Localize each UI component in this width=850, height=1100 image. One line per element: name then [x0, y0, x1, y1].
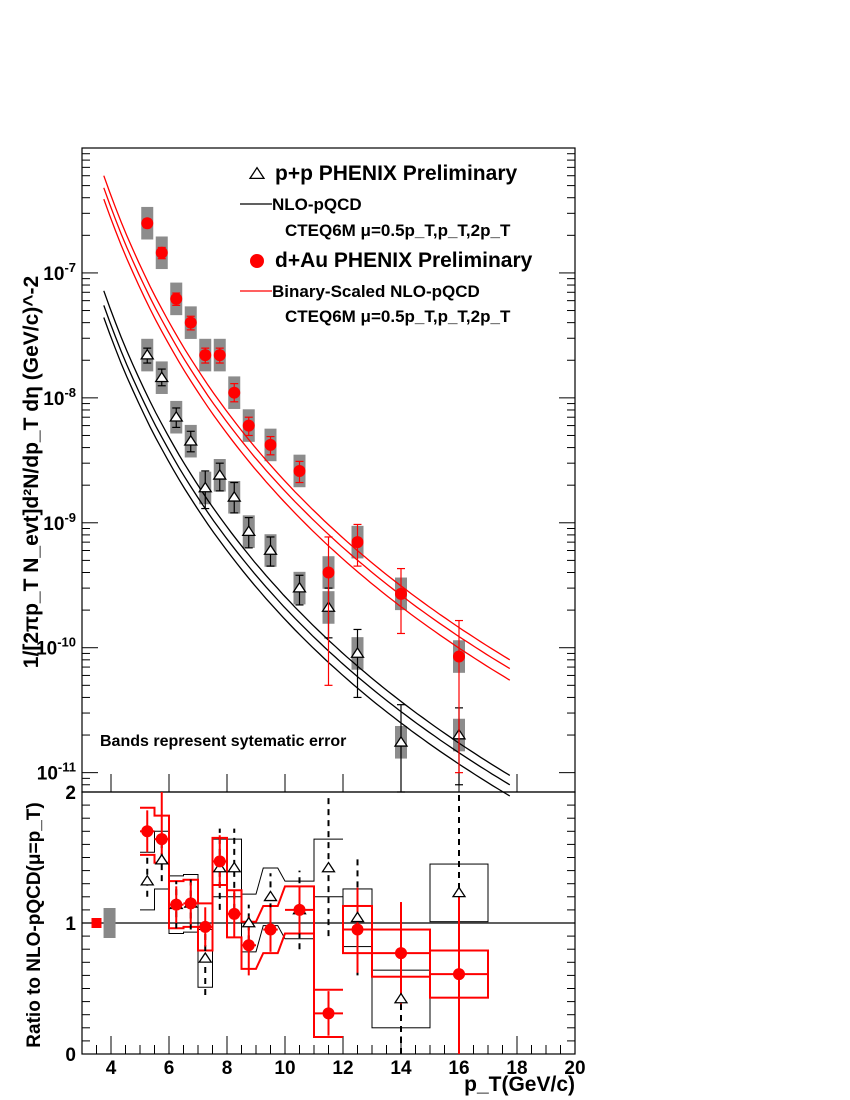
legend-pp-marker — [248, 166, 266, 180]
normalization-box — [91, 918, 102, 928]
nlo-curve — [103, 290, 511, 776]
ratio-histograms — [91, 806, 489, 1038]
pp-marker — [227, 490, 242, 502]
legend-label: NLO-pQCD — [272, 195, 362, 214]
legend-label: Binary-Scaled NLO-pQCD — [272, 282, 480, 301]
legend-label: d+Au PHENIX Preliminary — [275, 249, 533, 272]
dau-marker — [351, 536, 364, 549]
legend-sublabel: CTEQ6M μ=0.5p_T,p_T,2p_T — [285, 221, 511, 240]
dau-marker — [141, 217, 154, 230]
nlo-curve — [103, 198, 511, 681]
ratio-pp-marker — [263, 890, 278, 902]
ratio-dau-marker — [264, 923, 277, 936]
systematic-note: Bands represent sytematic error — [100, 733, 346, 750]
dau-marker — [170, 292, 183, 305]
ratio-dau-marker — [453, 968, 465, 981]
pp-marker — [140, 348, 155, 360]
ratio-dau-marker — [155, 833, 168, 846]
pp-marker — [263, 543, 278, 555]
pp-marker — [292, 581, 307, 593]
ratio-data-points — [140, 792, 488, 1054]
legend-dau-marker — [250, 254, 264, 268]
x-tick-label: 4 — [106, 1058, 117, 1079]
ratio-pp-marker — [393, 992, 409, 1004]
legend: p+p PHENIX Preliminary NLO-pQCD CTEQ6M μ=0… — [240, 162, 533, 326]
ratio-dau-marker — [351, 923, 364, 936]
dau-marker — [184, 316, 197, 329]
dau-marker — [199, 349, 212, 362]
ratio-pp-marker — [140, 874, 155, 886]
ratio-dau-marker — [184, 897, 197, 910]
legend-label: p+p PHENIX Preliminary — [275, 162, 517, 185]
x-tick-label: 16 — [448, 1058, 469, 1079]
y-axis-title-lower: Ratio to NLO-pQCD(μ=p_T) — [24, 802, 45, 1047]
nlo-curve — [103, 187, 511, 670]
pp-marker — [183, 434, 198, 446]
pp-marker — [169, 410, 184, 422]
x-tick-label: 8 — [222, 1058, 233, 1079]
ratio-dau-marker — [322, 1007, 335, 1020]
ratio-pp-marker — [321, 861, 336, 873]
y-tick-label-lower: 0 — [65, 1045, 76, 1066]
dau-marker — [293, 464, 306, 477]
ratio-pp-marker — [350, 911, 365, 923]
ratio-dau-marker — [170, 898, 183, 911]
ratio-dau-marker — [141, 825, 154, 838]
ratio-pp-marker — [241, 916, 256, 928]
nlo-curve — [103, 305, 511, 786]
ratio-pp-marker — [198, 951, 213, 963]
x-tick-label: 10 — [274, 1058, 295, 1079]
x-tick-label: 12 — [332, 1058, 353, 1079]
dau-marker — [213, 349, 226, 362]
dau-marker — [155, 246, 168, 259]
x-axis-title: p_T(GeV/c) — [464, 1073, 575, 1096]
dau-marker — [242, 419, 255, 432]
pp-marker — [350, 646, 365, 658]
x-tick-label: 18 — [506, 1058, 527, 1079]
x-tick-label: 6 — [164, 1058, 175, 1079]
y-tick-label-lower: 1 — [65, 914, 76, 935]
y-tick-label: 10-8 — [43, 385, 76, 410]
dau-marker — [453, 650, 465, 663]
pp-marker — [241, 525, 256, 537]
dau-marker — [395, 587, 407, 600]
y-axis-title-upper: 1/[2πp_T N_evt]d²N/dp_T dη (GeV/c)^-2 — [20, 276, 43, 668]
ratio-dau-marker — [395, 947, 407, 960]
upper-data-points — [140, 217, 467, 793]
pp-marker — [393, 735, 409, 747]
dau-marker — [322, 566, 335, 579]
pp-marker — [154, 371, 169, 383]
y-tick-label: 10-9 — [43, 510, 76, 535]
x-tick-label: 14 — [390, 1058, 412, 1079]
pp-marker — [212, 468, 227, 480]
y-tick-label: 10-10 — [36, 635, 76, 660]
x-tick-label: 20 — [564, 1058, 585, 1079]
ratio-pp-marker — [154, 853, 169, 865]
upper-axes: 10-11 10-10 10-9 10-8 10-7 — [36, 153, 576, 793]
ratio-pp-marker — [227, 861, 242, 873]
y-tick-label-lower: 2 — [65, 783, 76, 804]
ratio-pp-marker — [451, 886, 467, 898]
ratio-dau-marker — [242, 939, 255, 952]
ratio-dau-marker — [199, 920, 212, 933]
legend-sublabel: CTEQ6M μ=0.5p_T,p_T,2p_T — [285, 307, 511, 326]
y-tick-label: 10-11 — [37, 760, 76, 785]
nlo-curves — [103, 175, 511, 797]
nlo-curve — [103, 175, 511, 661]
ratio-dau-marker — [213, 855, 226, 868]
y-tick-label: 10-7 — [43, 260, 76, 285]
nlo-curve — [103, 317, 511, 797]
dau-marker — [264, 438, 277, 451]
ratio-dau-marker — [228, 907, 241, 920]
normalization-box — [103, 908, 116, 938]
pp-marker — [198, 481, 213, 493]
dau-marker — [228, 386, 241, 399]
ratio-dau-marker — [293, 903, 306, 916]
